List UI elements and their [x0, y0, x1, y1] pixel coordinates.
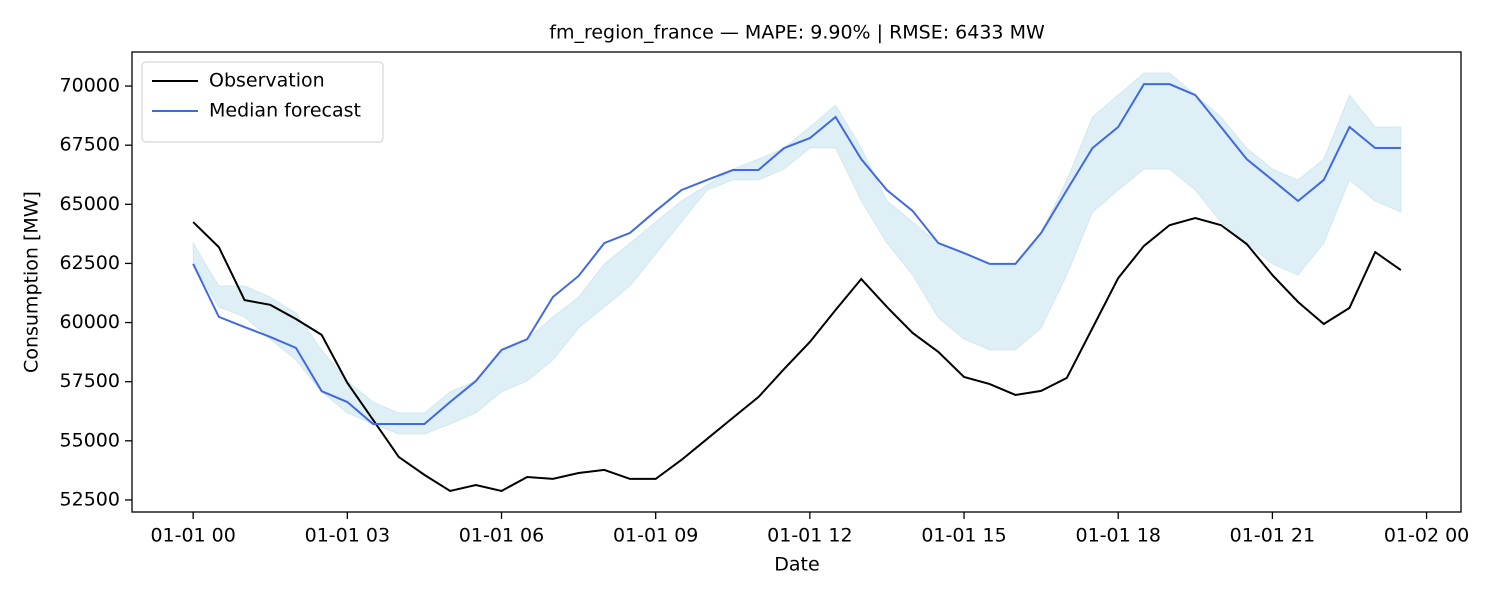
x-axis-label: Date — [774, 554, 819, 576]
y-tick-label: 62500 — [60, 252, 120, 274]
x-tick-label: 01-01 09 — [613, 525, 698, 547]
y-tick-label: 57500 — [60, 370, 120, 392]
series-line — [192, 83, 1401, 426]
y-tick-label: 52500 — [60, 488, 120, 510]
legend-label: Observation — [209, 70, 325, 92]
x-tick-label: 01-01 03 — [305, 525, 390, 547]
x-tick-label: 01-01 18 — [1075, 525, 1160, 547]
plot-frame — [131, 51, 1462, 513]
x-tick-label: 01-01 15 — [921, 525, 1006, 547]
series-line — [192, 216, 1402, 493]
uncertainty-band — [192, 72, 1402, 435]
y-tick-label: 70000 — [60, 75, 120, 97]
y-tick-label: 60000 — [60, 311, 120, 333]
chart-title: fm_region_france — MAPE: 9.90% | RMSE: 6… — [549, 22, 1045, 44]
x-tick-label: 01-02 00 — [1384, 525, 1469, 547]
y-tick-label: 65000 — [60, 193, 120, 215]
x-tick-label: 01-01 00 — [150, 525, 235, 547]
x-tick-label: 01-01 06 — [459, 525, 544, 547]
x-tick-label: 01-01 21 — [1230, 525, 1315, 547]
y-axis-label: Consumption [MW] — [21, 191, 43, 373]
x-tick-label: 01-01 12 — [767, 525, 852, 547]
legend-box — [141, 61, 384, 143]
y-tick-label: 67500 — [60, 134, 120, 156]
legend: Observation Median forecast — [141, 61, 384, 143]
legend-label: Median forecast — [209, 100, 361, 122]
y-tick-label: 55000 — [60, 429, 120, 451]
